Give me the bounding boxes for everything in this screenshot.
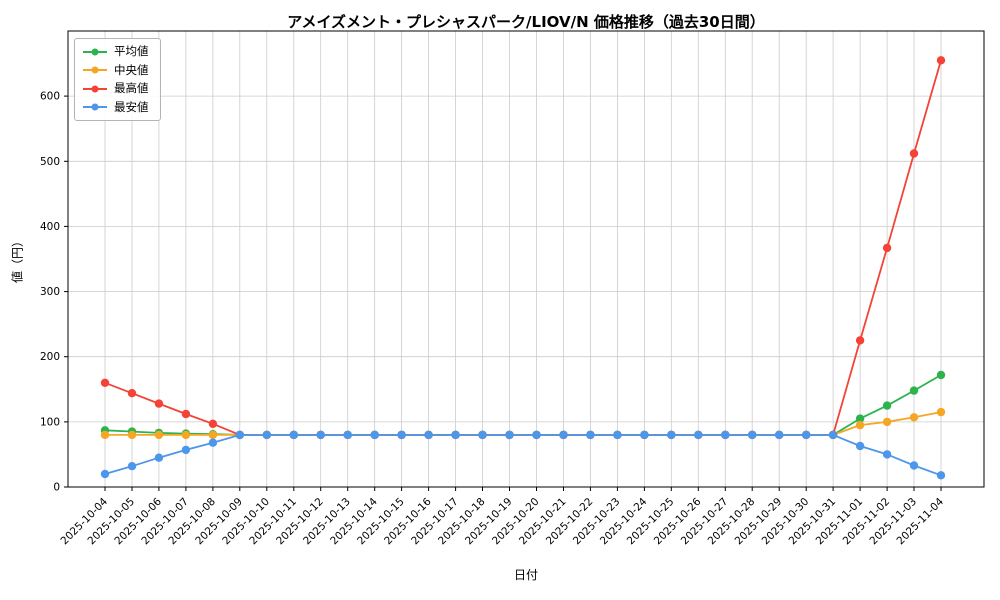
svg-text:600: 600 [40,91,60,103]
svg-text:200: 200 [40,351,60,363]
legend-item-max: 最高値 [83,81,149,95]
legend: 平均値 中央値 最高値 最安値 [74,38,161,121]
x-axis-label: 日付 [513,568,538,582]
svg-text:300: 300 [40,286,60,298]
legend-item-min: 最安値 [83,99,149,114]
legend-label-median: 中央値 [114,62,149,77]
median-line-swatch [83,65,107,75]
min-line-swatch [83,102,107,112]
legend-label-min: 最安値 [114,99,149,114]
chart-title: アメイズメント・プレシャスパーク/LIOV/N 価格推移（過去30日間） [287,13,765,31]
svg-text:500: 500 [40,156,60,168]
legend-label-max: 最高値 [114,81,149,95]
legend-item-average: 平均値 [83,44,149,58]
svg-text:100: 100 [40,416,60,428]
average-line-swatch [83,47,107,57]
svg-text:0: 0 [53,482,60,494]
legend-item-median: 中央値 [83,62,149,77]
max-line-swatch [83,84,107,94]
legend-label-average: 平均値 [114,44,149,58]
svg-text:400: 400 [40,221,60,233]
